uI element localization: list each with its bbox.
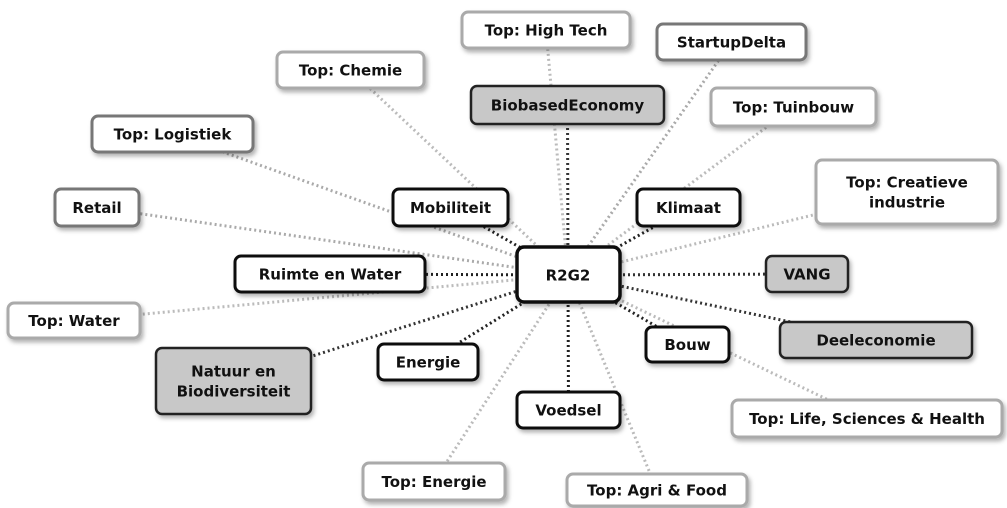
node-box (635, 187, 742, 228)
node-box (709, 86, 878, 128)
node-box (644, 325, 731, 364)
edge (432, 274, 570, 483)
node-label: Klimaat (656, 199, 721, 217)
node-box (6, 301, 142, 340)
node-box (90, 114, 255, 154)
node-label: Top: Tuinbouw (733, 99, 854, 117)
node-box (814, 158, 1000, 226)
node-label: Top: Chemie (299, 62, 402, 80)
node-box (565, 472, 749, 508)
edge (96, 206, 569, 277)
node-box (233, 254, 427, 294)
node-box (460, 10, 632, 50)
node-label: Top: Life, Sciences & Health (749, 410, 985, 428)
node-box (469, 84, 666, 126)
node-label: Ruimte en Water (259, 266, 402, 284)
node-label: Natuur en (191, 363, 276, 381)
node-box (655, 22, 808, 62)
edge (566, 274, 659, 491)
node-label: Deeleconomie (816, 332, 935, 350)
node-label: industrie (869, 194, 945, 212)
node-box (764, 254, 850, 294)
node-box (515, 390, 622, 430)
edge (566, 104, 570, 276)
node-label: StartupDelta (677, 34, 786, 52)
node-box (778, 320, 974, 360)
node-label: Energie (396, 354, 461, 372)
node-label: VANG (783, 266, 830, 284)
node-label: BiobasedEconomy (491, 97, 645, 115)
node-box (275, 50, 426, 90)
node-box (361, 461, 507, 502)
edge (544, 29, 570, 276)
node-label: Mobiliteit (410, 199, 491, 217)
nodes: Top: High Tech StartupDelta Top: Chemie Bio… (6, 10, 1004, 508)
center-box (515, 245, 622, 304)
edge (566, 41, 733, 276)
node-label: Top: Agri & Food (587, 482, 727, 500)
node-label: Retail (72, 199, 121, 217)
node-label: Top: Energie (381, 473, 486, 491)
node-label: Top: Logistiek (114, 126, 233, 144)
node-label: Voedsel (535, 402, 601, 420)
edge (233, 273, 569, 383)
node-label: Top: Water (28, 312, 120, 330)
node-box (154, 346, 313, 416)
node-box (730, 398, 1004, 439)
node-box (53, 187, 141, 228)
node-label: Bouw (664, 336, 710, 354)
node-box (376, 342, 480, 382)
node-box (391, 187, 510, 228)
node-label: Top: Creatieve (846, 174, 968, 192)
center-label: R2G2 (546, 267, 591, 285)
node-label: Biodiversiteit (177, 383, 291, 401)
node-label: Top: High Tech (485, 22, 608, 40)
